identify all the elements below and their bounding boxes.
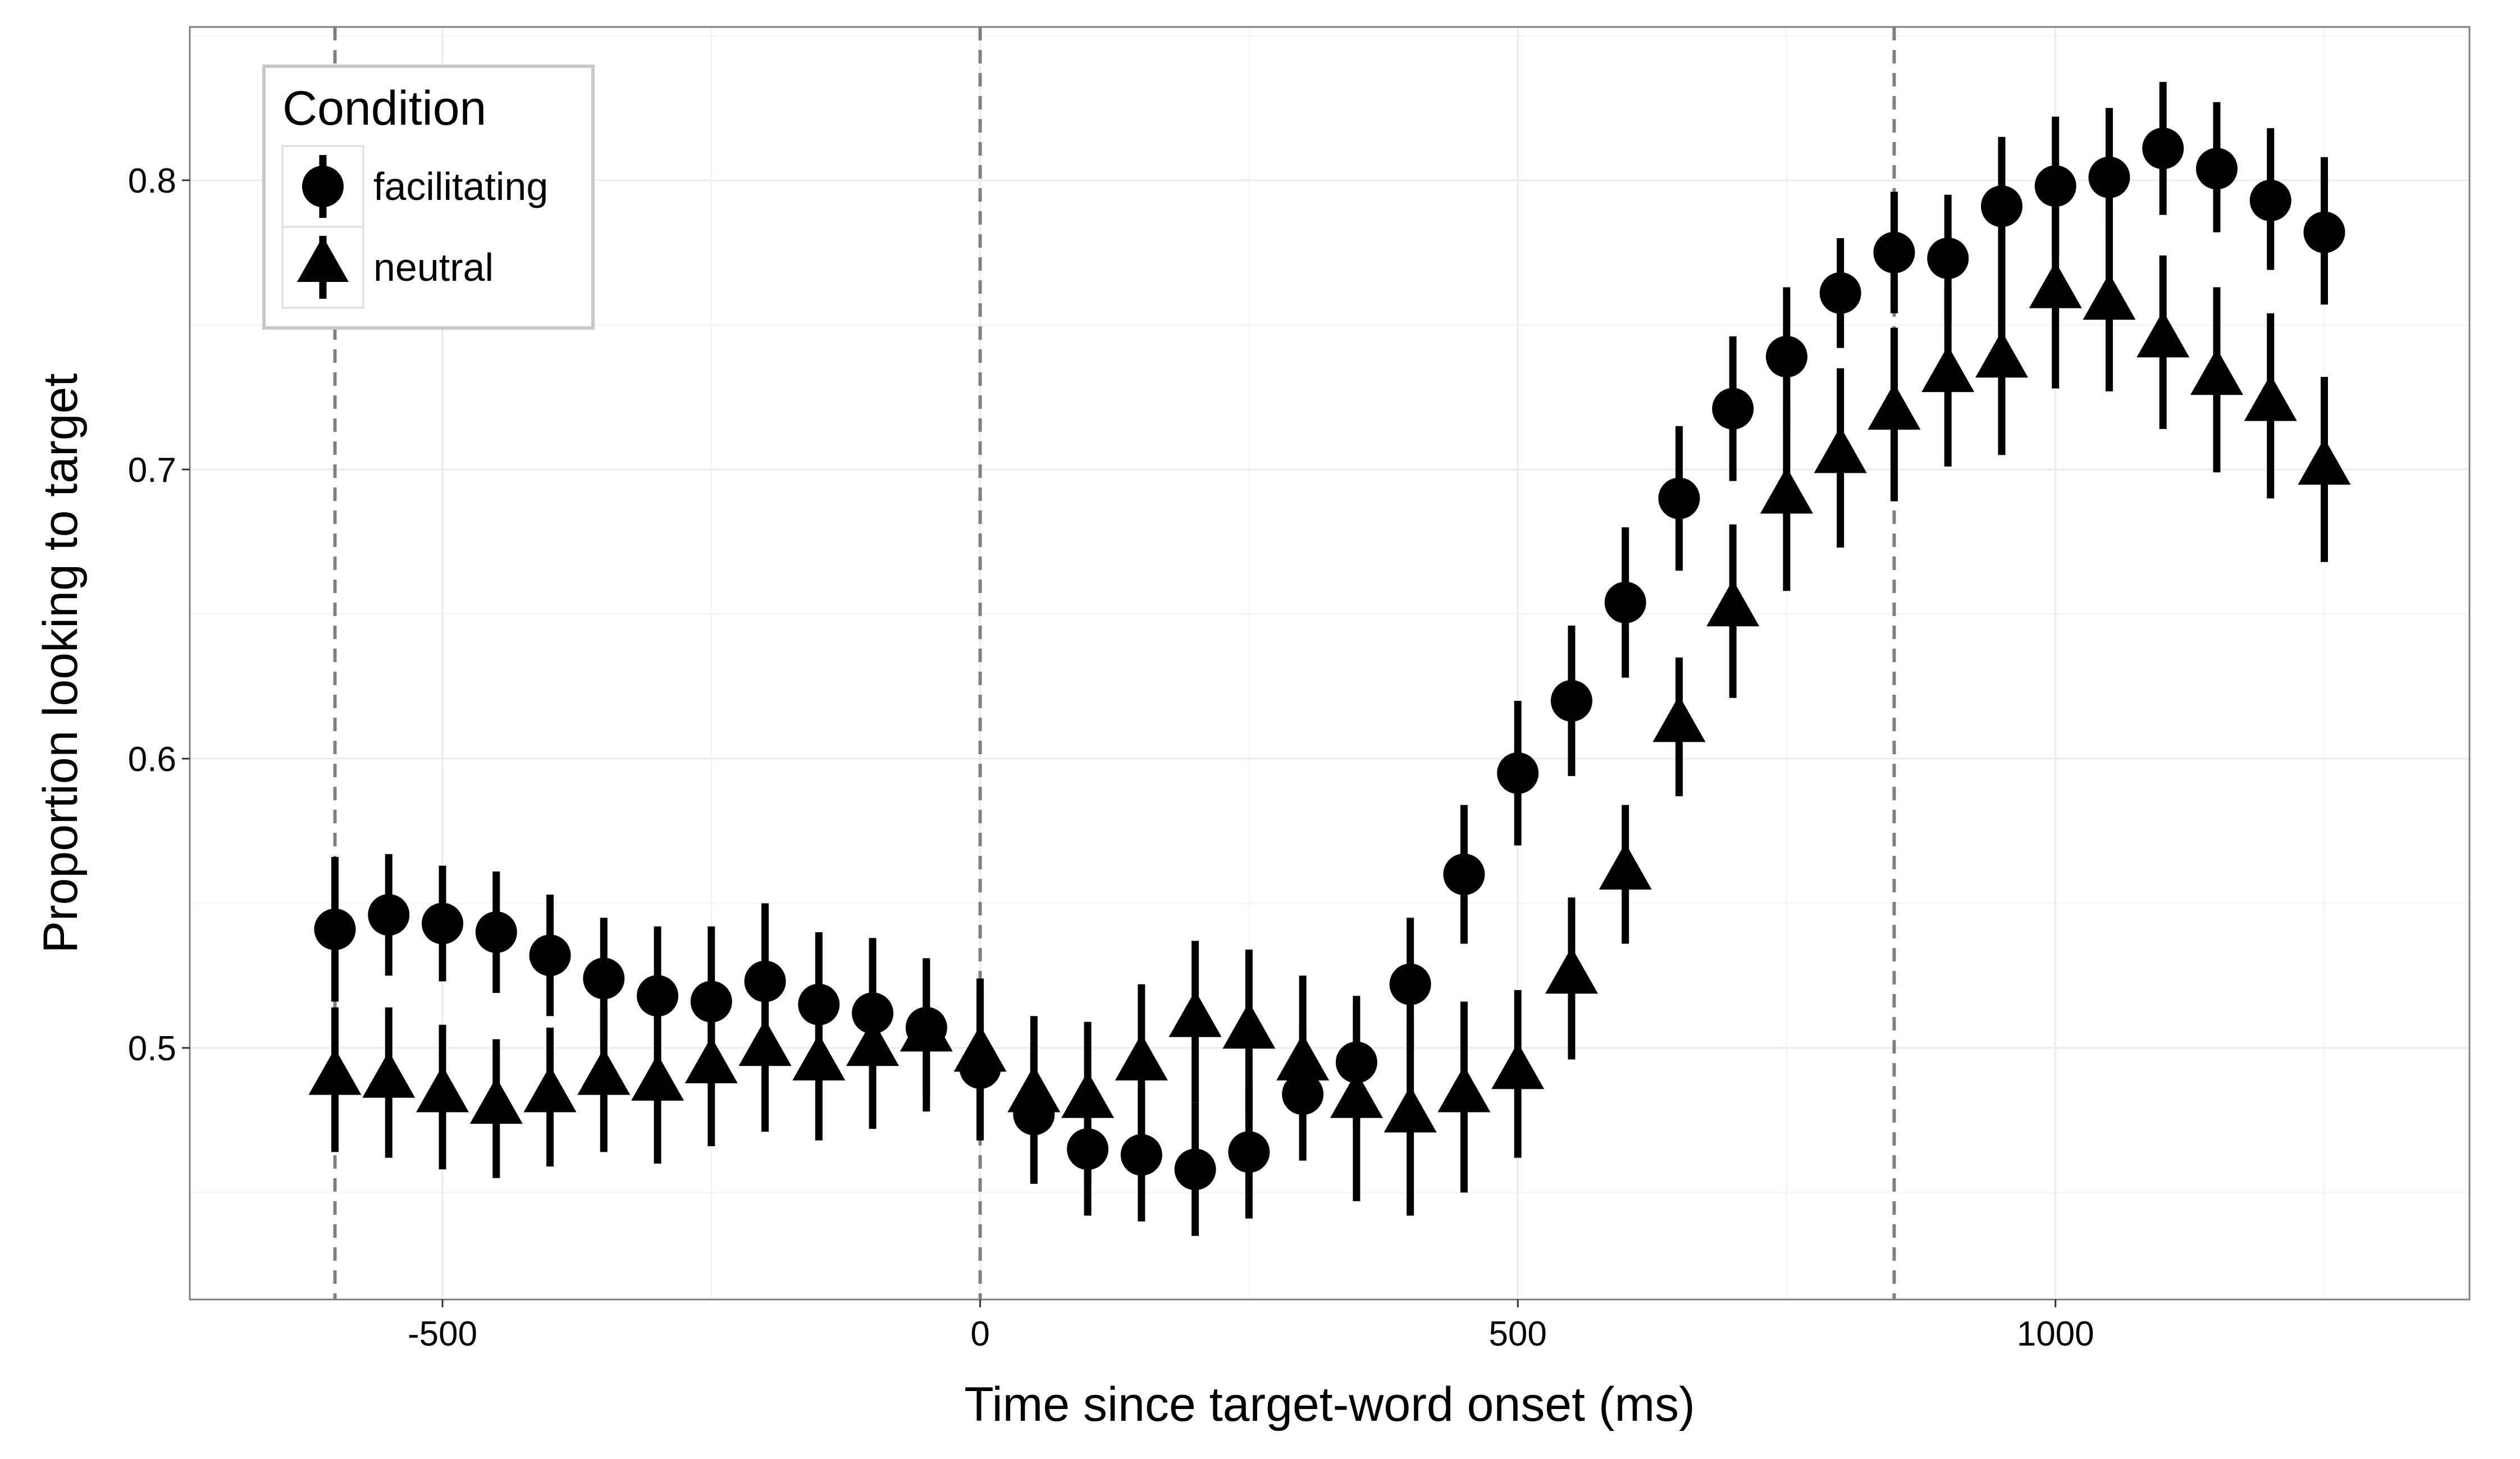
- data-point-triangle: [469, 1077, 523, 1124]
- data-point-circle: [2034, 165, 2076, 207]
- data-point-circle: [1765, 336, 1807, 378]
- data-point-circle: [422, 902, 464, 945]
- y-tick-label: 0.7: [128, 451, 176, 490]
- data-point-triangle: [1437, 1065, 1491, 1113]
- data-point-triangle: [416, 1065, 469, 1113]
- legend: Condition facilitating neutral: [262, 65, 595, 330]
- data-point-triangle: [1545, 947, 1598, 994]
- data-point-triangle: [2244, 374, 2297, 421]
- y-axis-title: Proportion looking to target: [34, 373, 88, 954]
- data-point-circle: [637, 975, 679, 1017]
- data-point-circle: [1497, 752, 1539, 794]
- data-series: [308, 81, 2351, 1236]
- data-point-triangle: [1599, 842, 1652, 890]
- data-point-triangle: [900, 1005, 953, 1052]
- data-point-circle: [1980, 185, 2023, 227]
- data-point-circle: [1443, 853, 1485, 895]
- data-point-circle: [1873, 231, 1915, 273]
- data-point-circle: [1604, 581, 1646, 623]
- y-tick-label: 0.5: [128, 1029, 176, 1068]
- data-point-circle: [1550, 680, 1592, 722]
- y-tick-label: 0.6: [128, 740, 176, 779]
- data-point-circle: [1389, 963, 1431, 1005]
- x-tick-label: 0: [970, 1315, 989, 1353]
- data-point-circle: [1228, 1131, 1270, 1173]
- x-tick-label: 500: [1489, 1315, 1546, 1353]
- data-point-triangle: [846, 1019, 900, 1066]
- axes: -500 0 500 1000 0.5 0.6 0.7 0.8: [128, 162, 2094, 1353]
- data-point-circle: [368, 894, 410, 936]
- x-axis-title: Time since target-word onset (ms): [964, 1378, 1695, 1431]
- data-point-triangle: [792, 1033, 846, 1080]
- data-point-triangle: [1868, 383, 1921, 430]
- data-point-triangle: [1760, 467, 1813, 514]
- data-point-triangle: [2190, 348, 2243, 395]
- data-point-circle: [2088, 156, 2130, 198]
- legend-circle-icon: [302, 166, 344, 207]
- data-point-triangle: [1115, 1033, 1168, 1080]
- data-point-circle: [2249, 180, 2291, 221]
- data-point-triangle: [2029, 261, 2082, 308]
- data-point-triangle: [1222, 1002, 1276, 1049]
- data-point-triangle: [1975, 331, 2028, 378]
- data-point-circle: [583, 958, 625, 1000]
- data-point-triangle: [738, 1019, 792, 1066]
- data-point-circle: [1819, 272, 1861, 314]
- data-point-triangle: [1276, 1033, 1330, 1080]
- y-tick-label: 0.8: [128, 162, 176, 200]
- data-point-triangle: [308, 1048, 362, 1095]
- x-tick-label: 1000: [2017, 1315, 2094, 1353]
- data-point-triangle: [2083, 273, 2136, 320]
- data-point-triangle: [2136, 311, 2190, 358]
- data-point-circle: [1174, 1148, 1216, 1191]
- data-point-triangle: [1384, 1086, 1437, 1133]
- legend-triangle-icon: [297, 236, 349, 282]
- data-point-triangle: [1491, 1042, 1545, 1089]
- data-point-circle: [1927, 238, 1969, 279]
- plot-border: [189, 26, 2471, 1301]
- legend-label-neutral: neutral: [373, 245, 494, 289]
- data-point-triangle: [1330, 1071, 1383, 1118]
- data-point-triangle: [1921, 345, 1975, 393]
- data-point-triangle: [523, 1065, 577, 1113]
- data-point-circle: [1658, 477, 1700, 519]
- data-point-circle: [314, 908, 356, 950]
- data-point-triangle: [362, 1051, 416, 1098]
- series-neutral: [308, 197, 2351, 1216]
- data-point-triangle: [1814, 426, 1867, 473]
- legend-label-facilitating: facilitating: [373, 165, 548, 208]
- data-point-circle: [2142, 127, 2184, 170]
- data-point-triangle: [684, 1037, 738, 1083]
- data-point-triangle: [1706, 580, 1760, 627]
- x-tick-label: -500: [408, 1315, 477, 1353]
- data-point-triangle: [1061, 1071, 1115, 1118]
- data-point-triangle: [577, 1048, 631, 1095]
- data-point-triangle: [1168, 990, 1222, 1037]
- data-point-circle: [2195, 148, 2238, 190]
- data-point-triangle: [953, 1025, 1007, 1072]
- data-point-circle: [475, 911, 517, 953]
- data-point-triangle: [1007, 1065, 1061, 1113]
- data-point-circle: [1712, 387, 1754, 430]
- data-point-triangle: [2298, 437, 2351, 485]
- data-point-circle: [2303, 211, 2345, 253]
- data-point-circle: [1120, 1134, 1162, 1176]
- data-point-triangle: [631, 1054, 684, 1101]
- data-point-triangle: [1652, 695, 1706, 742]
- data-point-circle: [529, 934, 571, 977]
- legend-title: Condition: [282, 81, 486, 135]
